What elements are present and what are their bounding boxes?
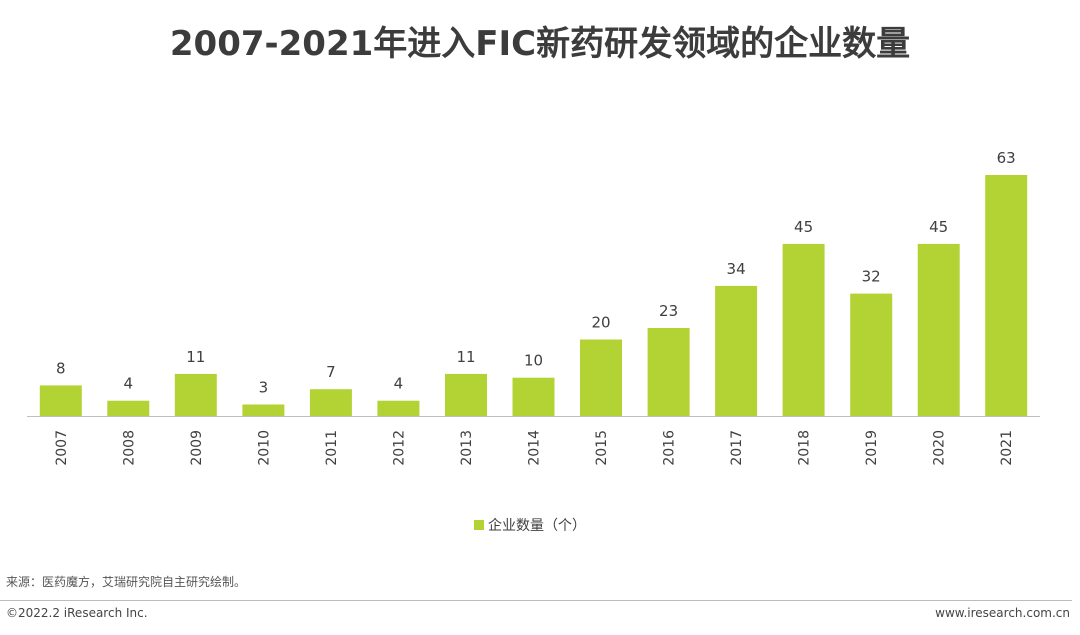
bar-2017: [715, 285, 758, 416]
bar-2018: [782, 243, 825, 416]
bar-2013: [445, 373, 487, 416]
data-label-2019: 32: [862, 268, 881, 286]
bar-2016: [647, 328, 690, 416]
website-link[interactable]: www.iresearch.com.cn: [935, 606, 1070, 620]
data-label-2014: 10: [524, 352, 543, 370]
legend-label: 企业数量（个）: [488, 517, 586, 534]
bar-2009: [174, 373, 217, 416]
x-tick-label-2017: 2017: [729, 430, 745, 466]
x-tick-label-2011: 2011: [324, 430, 340, 466]
data-label-2012: 4: [394, 375, 404, 393]
x-tick-label-2007: 2007: [54, 430, 70, 466]
data-label-2017: 34: [727, 260, 746, 278]
data-label-2020: 45: [929, 218, 948, 236]
bar-2015: [580, 339, 622, 416]
data-label-2010: 3: [259, 379, 269, 397]
data-label-2016: 23: [659, 302, 678, 320]
x-tick-label-2016: 2016: [662, 430, 678, 466]
x-tick-label-2008: 2008: [121, 430, 137, 466]
bar-2012: [377, 400, 420, 416]
data-label-2018: 45: [794, 218, 813, 236]
x-tick-label-2015: 2015: [594, 430, 610, 466]
x-tick-label-2009: 2009: [189, 430, 205, 466]
chart-title: 2007-2021年进入FIC新药研发领域的企业数量: [169, 24, 911, 64]
data-label-2008: 4: [124, 375, 134, 393]
x-tick-label-2013: 2013: [459, 430, 475, 466]
bar-2019: [850, 293, 893, 416]
bar-2021: [985, 175, 1028, 416]
copyright-text: ©2022.2 iResearch Inc.: [6, 606, 148, 620]
source-note: 来源：医药魔方，艾瑞研究院自主研究绘制。: [6, 575, 247, 589]
legend-swatch: [474, 520, 484, 530]
x-tick-label-2019: 2019: [864, 430, 880, 466]
x-tick-label-2012: 2012: [391, 430, 407, 466]
data-label-2015: 20: [591, 314, 610, 332]
x-tick-label-2018: 2018: [797, 430, 813, 466]
data-label-2021: 63: [997, 149, 1016, 167]
x-tick-label-2021: 2021: [999, 430, 1015, 466]
bar-2007: [39, 385, 82, 416]
data-label-2007: 8: [56, 359, 66, 377]
x-tick-label-2010: 2010: [256, 430, 272, 466]
bar-2011: [309, 389, 352, 416]
bar-2008: [107, 400, 150, 416]
data-label-2009: 11: [186, 348, 205, 366]
x-tick-label-2014: 2014: [527, 430, 543, 466]
footer-divider: [0, 600, 1072, 601]
data-label-2013: 11: [456, 348, 475, 366]
x-tick-label-2020: 2020: [932, 430, 948, 466]
bar-2010: [242, 404, 285, 416]
bar-chart: 8 2007 4 2008 11 2009 3 2010 7 2011 4 2012 11 2013 10 2…: [27, 149, 1040, 534]
bar-2020: [917, 243, 960, 416]
data-label-2011: 7: [326, 363, 336, 381]
bar-2014: [512, 377, 555, 416]
